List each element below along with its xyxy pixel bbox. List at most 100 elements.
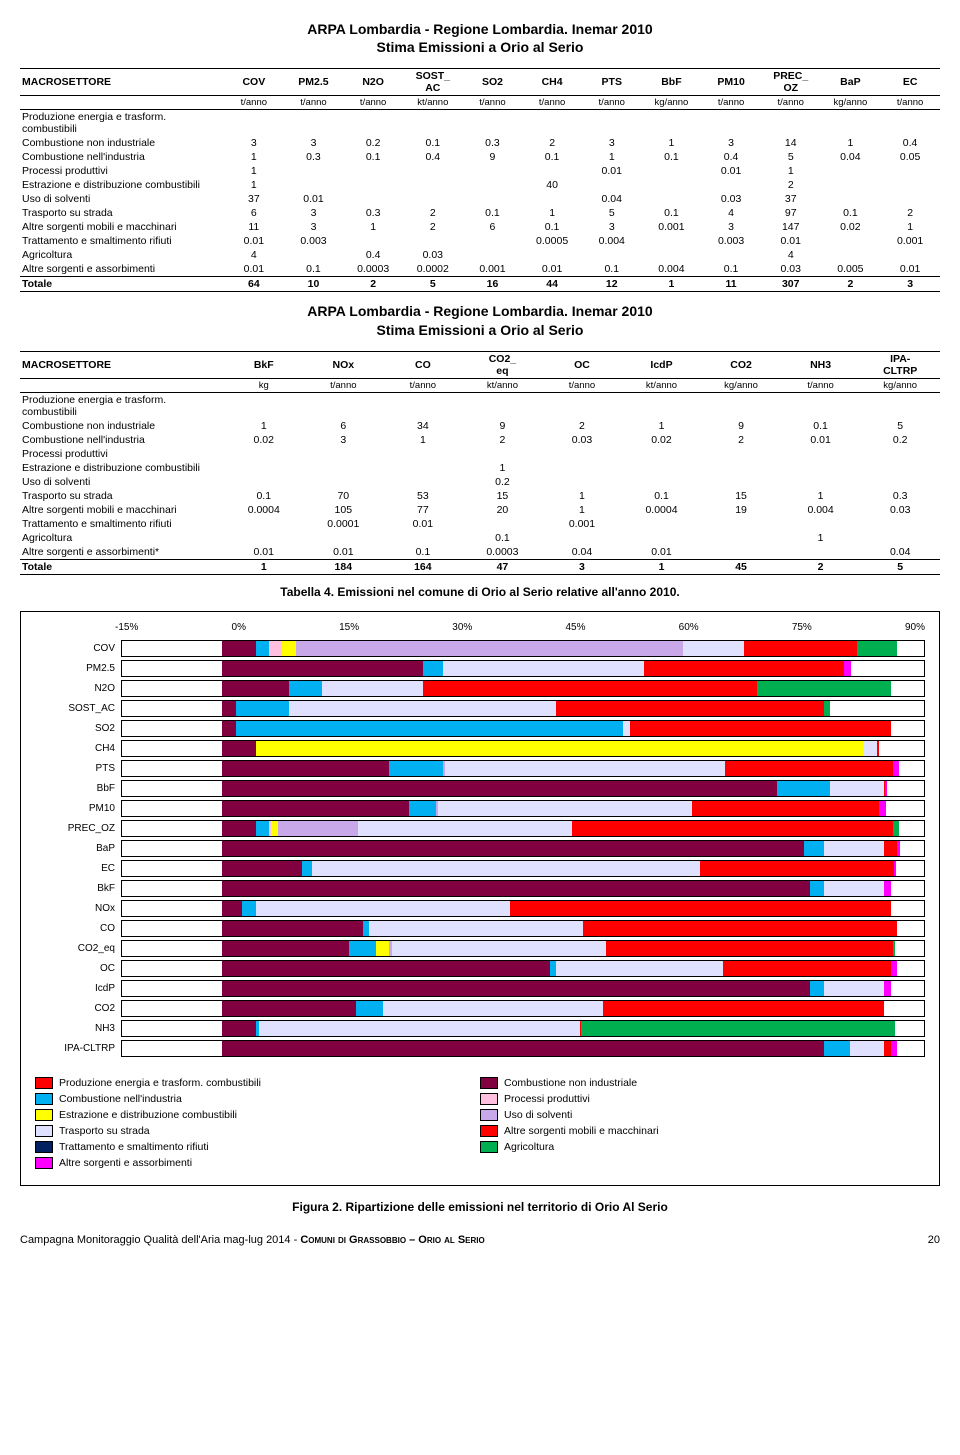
legend-label: Trattamento e smaltimento rifiuti — [59, 1141, 209, 1153]
cell-value — [582, 248, 642, 262]
row-label: Trattamento e smaltimento rifiuti — [20, 234, 224, 248]
chart-segment — [556, 701, 823, 716]
chart-segment — [644, 661, 845, 676]
cell-value — [582, 110, 642, 137]
row-label: Combustione nell'industria — [20, 433, 224, 447]
chart-segment — [423, 661, 443, 676]
col-unit: t/anno — [542, 378, 622, 392]
row-label: Uso di solventi — [20, 475, 224, 489]
cell-value: 15 — [463, 489, 543, 503]
t1-line2: Stima Emissioni a Orio al Serio — [377, 39, 584, 55]
cell-value: 2 — [761, 178, 821, 192]
chart-segment — [259, 1021, 580, 1036]
chart-segment — [278, 821, 358, 836]
cell-value — [383, 447, 463, 461]
x-tick: 0% — [232, 622, 246, 633]
cell-value: 4 — [701, 206, 761, 220]
legend-label: Altre sorgenti e assorbimenti — [59, 1157, 192, 1169]
row-label: Processi produttivi — [20, 447, 224, 461]
chart-segment — [443, 661, 644, 676]
chart-segment — [891, 961, 898, 976]
cell-value: 14 — [761, 136, 821, 150]
chart-bar-row: IPA-CLTRP — [35, 1039, 925, 1059]
table2-title: ARPA Lombardia - Regione Lombardia. Inem… — [20, 302, 940, 338]
cell-value: 0.005 — [821, 262, 881, 277]
cell-value: 0.01 — [880, 262, 940, 277]
footer-left-a: Campagna Monitoraggio Qualità dell'Aria … — [20, 1234, 300, 1246]
cell-value: 0.2 — [463, 475, 543, 489]
legend-swatch — [35, 1093, 53, 1105]
row-label: Altre sorgenti mobili e macchinari — [20, 503, 224, 517]
chart-segment — [824, 1041, 851, 1056]
legend-item: Produzione energia e trasform. combustib… — [35, 1075, 480, 1091]
cell-value — [522, 110, 582, 137]
cell-value: 0.04 — [542, 545, 622, 560]
cell-value: 147 — [761, 220, 821, 234]
chart-bar-row: CO2 — [35, 999, 925, 1019]
chart-segment — [222, 781, 777, 796]
cell-value — [880, 110, 940, 137]
cell-value: 0.1 — [642, 206, 702, 220]
cell-value — [463, 447, 543, 461]
cell-value: 0.02 — [821, 220, 881, 234]
row-label: Combustione non industriale — [20, 136, 224, 150]
chart-segment — [603, 1001, 884, 1016]
cell-value — [542, 447, 622, 461]
cell-value — [880, 164, 940, 178]
emissions-chart: -15%0%15%30%45%60%75%90% COVPM2.5N2OSOST… — [20, 611, 940, 1186]
cell-value: 6 — [304, 419, 384, 433]
legend-label: Combustione non industriale — [504, 1077, 637, 1089]
col-unit: kg/anno — [821, 96, 881, 110]
cell-value — [383, 531, 463, 545]
chart-bar-row: SOST_AC — [35, 699, 925, 719]
cell-value — [701, 461, 781, 475]
cell-value: 0.1 — [463, 206, 523, 220]
cell-value: 0.01 — [284, 192, 344, 206]
col-header: OC — [542, 351, 622, 378]
chart-bar-row: NOx — [35, 899, 925, 919]
chart-segment — [445, 761, 726, 776]
total-value: 11 — [701, 277, 761, 292]
cell-value: 4 — [224, 248, 284, 262]
col-unit: t/anno — [781, 378, 861, 392]
col-unit: kt/anno — [622, 378, 702, 392]
chart-segment — [810, 881, 823, 896]
row-label: Trattamento e smaltimento rifiuti — [20, 517, 224, 531]
total-value: 16 — [463, 277, 523, 292]
footer-left-b: Comuni di Grassobbio – Orio al Serio — [300, 1234, 484, 1246]
chart-segment — [894, 861, 896, 876]
cell-value — [642, 178, 702, 192]
chart-category-label: EC — [35, 863, 121, 874]
chart-segment — [777, 781, 830, 796]
legend-item: Processi produttivi — [480, 1091, 925, 1107]
cell-value: 3 — [582, 220, 642, 234]
chart-segment — [222, 901, 242, 916]
row-label: Altre sorgenti e assorbimenti* — [20, 545, 224, 560]
cell-value — [224, 110, 284, 137]
cell-value: 0.3 — [284, 150, 344, 164]
chart-bar-row: NH3 — [35, 1019, 925, 1039]
chart-category-label: N2O — [35, 683, 121, 694]
chart-segment — [349, 941, 376, 956]
cell-value: 3 — [701, 220, 761, 234]
chart-segment — [438, 801, 692, 816]
cell-value: 0.2 — [343, 136, 403, 150]
row-label: Uso di solventi — [20, 192, 224, 206]
cell-value — [781, 447, 861, 461]
cell-value: 19 — [701, 503, 781, 517]
cell-value — [622, 475, 702, 489]
chart-segment — [824, 841, 884, 856]
row-label: Combustione non industriale — [20, 419, 224, 433]
col-header: CO2_eq — [463, 351, 543, 378]
chart-bar-row: PM2.5 — [35, 659, 925, 679]
cell-value: 0.01 — [224, 545, 304, 560]
x-tick: 45% — [565, 622, 585, 633]
col-header: BbF — [642, 69, 702, 96]
legend-item: Combustione non industriale — [480, 1075, 925, 1091]
x-tick: 90% — [905, 622, 925, 633]
cell-value — [622, 517, 702, 531]
chart-segment — [256, 821, 269, 836]
col-header: SO2 — [463, 69, 523, 96]
cell-value: 0.03 — [542, 433, 622, 447]
cell-value: 0.01 — [383, 517, 463, 531]
